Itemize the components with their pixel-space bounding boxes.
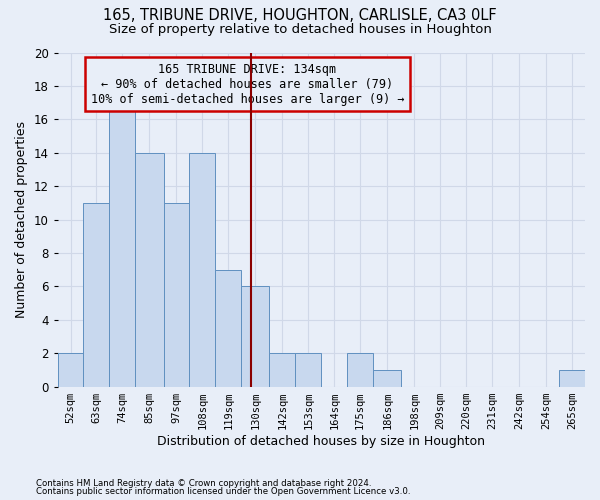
Bar xyxy=(164,203,190,386)
Text: Contains public sector information licensed under the Open Government Licence v3: Contains public sector information licen… xyxy=(36,488,410,496)
Bar xyxy=(135,152,164,386)
Bar xyxy=(269,353,295,386)
Bar xyxy=(109,102,135,387)
Text: 165 TRIBUNE DRIVE: 134sqm
← 90% of detached houses are smaller (79)
10% of semi-: 165 TRIBUNE DRIVE: 134sqm ← 90% of detac… xyxy=(91,62,404,106)
Y-axis label: Number of detached properties: Number of detached properties xyxy=(15,121,28,318)
Text: Size of property relative to detached houses in Houghton: Size of property relative to detached ho… xyxy=(109,22,491,36)
Bar xyxy=(215,270,241,386)
Bar xyxy=(241,286,269,386)
Bar xyxy=(190,152,215,386)
Bar xyxy=(373,370,401,386)
Bar xyxy=(58,353,83,386)
Text: Contains HM Land Registry data © Crown copyright and database right 2024.: Contains HM Land Registry data © Crown c… xyxy=(36,478,371,488)
Bar xyxy=(347,353,373,386)
Bar xyxy=(559,370,585,386)
Text: 165, TRIBUNE DRIVE, HOUGHTON, CARLISLE, CA3 0LF: 165, TRIBUNE DRIVE, HOUGHTON, CARLISLE, … xyxy=(103,8,497,22)
Bar xyxy=(83,203,109,386)
X-axis label: Distribution of detached houses by size in Houghton: Distribution of detached houses by size … xyxy=(157,434,485,448)
Bar xyxy=(295,353,321,386)
